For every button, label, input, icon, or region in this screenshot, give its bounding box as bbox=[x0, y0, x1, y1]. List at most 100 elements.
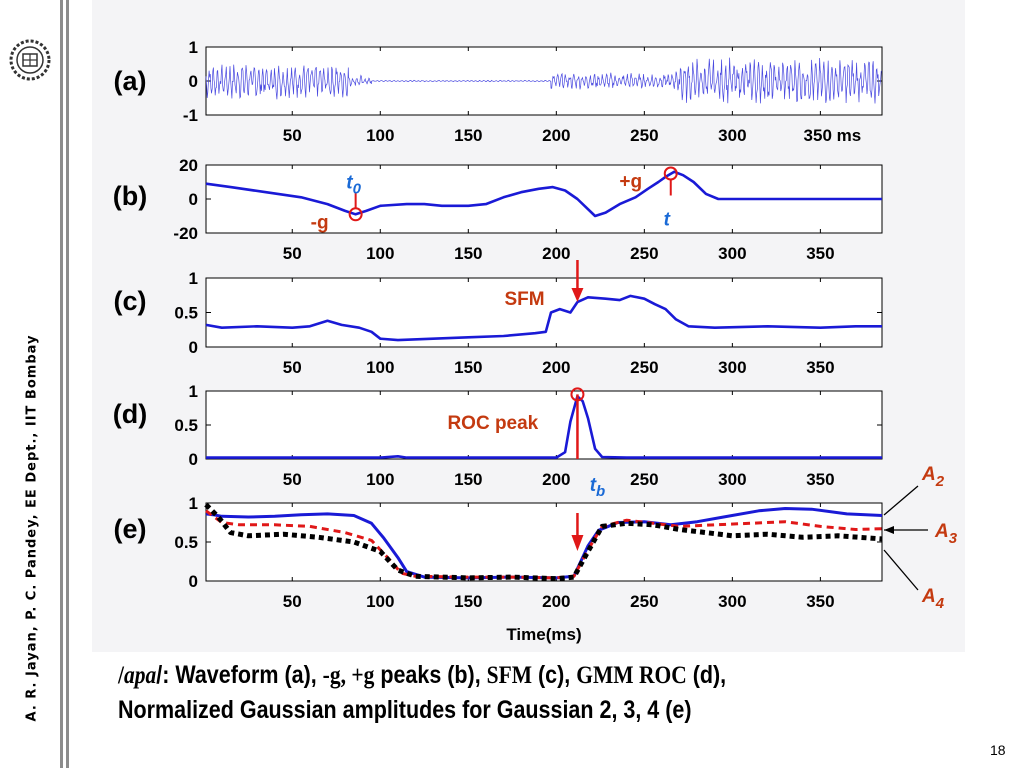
caption-text: /: Waveform (a), bbox=[156, 661, 323, 689]
x-tick-label: 100 bbox=[366, 592, 394, 611]
legend-label-subscript: 3 bbox=[949, 530, 958, 547]
x-tick-label: 100 bbox=[366, 126, 394, 145]
series-leader-line bbox=[883, 485, 919, 516]
sidebar-rule bbox=[60, 0, 63, 768]
x-tick-label: 150 bbox=[454, 592, 482, 611]
y-tick-label: 0 bbox=[189, 338, 198, 357]
legend-label-A2: A2 bbox=[921, 464, 945, 490]
x-tick-label: 50 bbox=[283, 126, 302, 145]
y-tick-label: 1 bbox=[189, 38, 198, 57]
caption-line2: Normalized Gaussian amplitudes for Gauss… bbox=[118, 696, 692, 724]
legend-label-subscript: 4 bbox=[935, 595, 945, 612]
panel-label-a: (a) bbox=[114, 66, 147, 96]
x-tick-label: 200 bbox=[542, 244, 570, 263]
caption-g-peaks: -g, +g bbox=[322, 662, 375, 689]
x-tick-label: 200 bbox=[542, 470, 570, 489]
caption-text: (d), bbox=[686, 661, 727, 689]
panel-label-e: (e) bbox=[114, 514, 147, 544]
plot-area-c bbox=[205, 277, 883, 348]
peak-label-plus-g: +g bbox=[619, 172, 642, 193]
x-tick-label: 50 bbox=[283, 470, 302, 489]
x-axis-label: Time(ms) bbox=[506, 625, 581, 644]
panel-label-b: (b) bbox=[113, 181, 147, 211]
caption-text: (c), bbox=[532, 661, 577, 689]
x-tick-label: 100 bbox=[366, 358, 394, 377]
x-tick-label: 250 bbox=[630, 126, 658, 145]
x-tick-label: 250 bbox=[630, 470, 658, 489]
x-tick-label: 50 bbox=[283, 592, 302, 611]
y-tick-label: 1 bbox=[189, 494, 198, 513]
caption-slash: / bbox=[118, 662, 124, 689]
sidebar-rule bbox=[66, 0, 69, 768]
series-line-A3 bbox=[205, 509, 883, 580]
x-tick-label: 350 bbox=[806, 592, 834, 611]
panel-label-c: (c) bbox=[114, 286, 147, 316]
x-tick-label: 150 bbox=[454, 358, 482, 377]
a3-arrow-head bbox=[884, 526, 894, 534]
series-line bbox=[205, 294, 882, 342]
x-tick-label: 200 bbox=[542, 358, 570, 377]
peak-label-minus-g: -g bbox=[311, 212, 329, 233]
peak-time-subscript: 0 bbox=[353, 180, 362, 197]
caption-gmm-roc: GMM ROC bbox=[576, 662, 687, 689]
y-tick-label: 0 bbox=[189, 572, 198, 591]
x-tick-label: 250 bbox=[630, 244, 658, 263]
series-waveform bbox=[205, 57, 882, 104]
caption-sfm: SFM bbox=[486, 662, 533, 689]
x-tick-label: 300 bbox=[718, 244, 746, 263]
x-tick-label: 350 bbox=[806, 470, 834, 489]
y-tick-label: -20 bbox=[173, 224, 198, 243]
legend-label-A4: A4 bbox=[921, 586, 945, 612]
roc-peak-time-subscript: b bbox=[596, 483, 605, 500]
x-tick-label: 50 bbox=[283, 244, 302, 263]
series-line bbox=[206, 395, 882, 459]
caption-text: peaks (b), bbox=[374, 661, 487, 689]
roc-peak-time-tb: tb bbox=[590, 475, 606, 500]
y-tick-label: 0 bbox=[189, 190, 198, 209]
series-line bbox=[205, 170, 882, 218]
slide-number: 18 bbox=[990, 742, 1006, 758]
x-tick-label: 350 bbox=[806, 358, 834, 377]
series-line-A4 bbox=[204, 502, 883, 582]
plot-area-d bbox=[205, 390, 883, 460]
iit-bombay-emblem-icon bbox=[9, 39, 51, 81]
y-tick-label: 0.5 bbox=[174, 416, 198, 435]
x-tick-label: 150 bbox=[454, 470, 482, 489]
y-tick-label: 0.5 bbox=[174, 304, 198, 323]
x-tick-label: 350 bbox=[806, 244, 834, 263]
x-tick-label: 300 bbox=[718, 470, 746, 489]
x-tick-label: 150 bbox=[454, 244, 482, 263]
x-tick-label: 100 bbox=[366, 470, 394, 489]
peak-time-t: t bbox=[664, 210, 671, 231]
legend-label-A3: A3 bbox=[934, 521, 958, 547]
x-tick-label: 300 bbox=[718, 126, 746, 145]
onset-arrow-head bbox=[571, 535, 584, 551]
x-tick-label: 100 bbox=[366, 244, 394, 263]
sidebar: A. R. Jayan, P. C. Pandey, EE Dept., IIT… bbox=[0, 0, 69, 768]
x-tick-label: 200 bbox=[542, 126, 570, 145]
x-tick-label: 150 bbox=[454, 126, 482, 145]
y-tick-label: 20 bbox=[179, 156, 198, 175]
roc-peak-marker bbox=[570, 387, 585, 402]
sfm-arrow-head bbox=[571, 288, 584, 302]
x-tick-label: 200 bbox=[542, 592, 570, 611]
x-tick-label: 250 bbox=[630, 358, 658, 377]
y-tick-label: 0 bbox=[189, 450, 198, 469]
x-tick-label: 250 bbox=[630, 592, 658, 611]
x-tick-label: 300 bbox=[718, 592, 746, 611]
series-leader-line bbox=[883, 549, 919, 591]
y-tick-label: 1 bbox=[189, 382, 198, 401]
y-tick-label: 1 bbox=[189, 269, 198, 288]
x-tick-label: 350 ms bbox=[804, 126, 862, 145]
roc-peak-label: ROC peak bbox=[447, 413, 538, 434]
x-tick-label: 50 bbox=[283, 358, 302, 377]
sfm-label: SFM bbox=[504, 289, 544, 310]
caption-phoneme: apa bbox=[123, 662, 157, 689]
legend-label-subscript: 2 bbox=[935, 473, 945, 490]
panel-label-d: (d) bbox=[113, 399, 147, 429]
y-tick-label: -1 bbox=[183, 106, 198, 125]
y-tick-label: 0 bbox=[189, 72, 198, 91]
y-tick-label: 0.5 bbox=[174, 533, 198, 552]
x-tick-label: 300 bbox=[718, 358, 746, 377]
